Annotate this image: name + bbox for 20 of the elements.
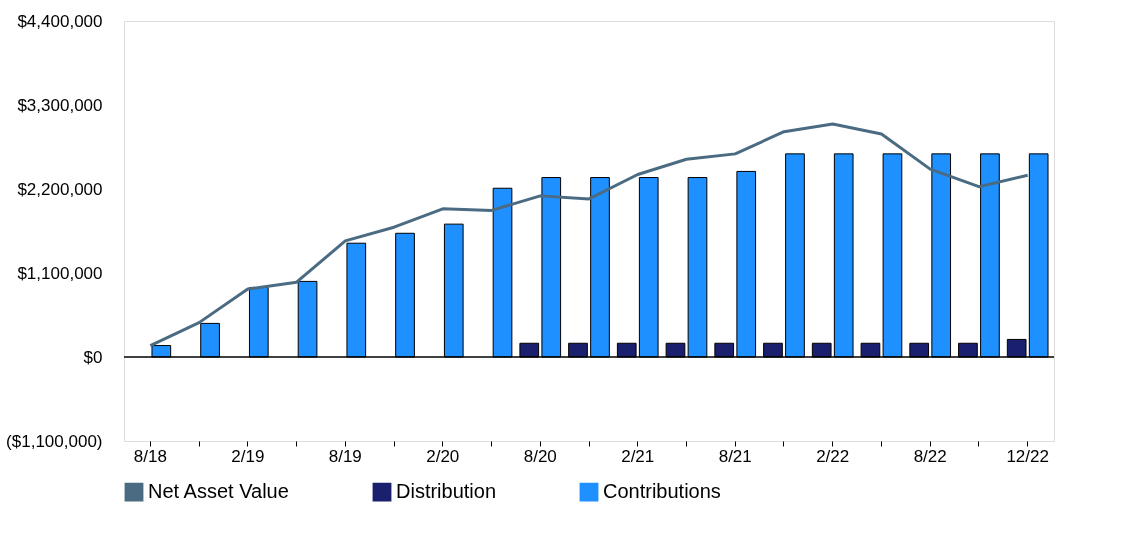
x-tick-label: 12/22 bbox=[1006, 446, 1049, 466]
x-tick-label: 8/18 bbox=[133, 446, 167, 466]
y-tick-label: $0 bbox=[83, 347, 103, 367]
legend-label: Distribution bbox=[396, 480, 497, 503]
y-tick-label: $2,200,000 bbox=[17, 179, 103, 199]
x-tick-label: 8/22 bbox=[913, 446, 947, 466]
x-tick-label: 2/20 bbox=[426, 446, 460, 466]
y-tick-label: ($1,100,000) bbox=[6, 431, 103, 451]
line-series bbox=[148, 122, 1030, 348]
y-tick-label: $4,400,000 bbox=[17, 11, 103, 31]
x-tick-label: 8/21 bbox=[718, 446, 752, 466]
x-tick-label: 8/20 bbox=[523, 446, 557, 466]
y-tick-label: $1,100,000 bbox=[17, 263, 103, 283]
legend-label: Contributions bbox=[603, 480, 721, 503]
x-tick-label: 2/21 bbox=[621, 446, 655, 466]
legend-label: Net Asset Value bbox=[148, 480, 289, 503]
y-tick-label: $3,300,000 bbox=[17, 95, 103, 115]
x-tick-label: 8/19 bbox=[328, 446, 362, 466]
x-tick-label: 2/19 bbox=[231, 446, 265, 466]
x-tick-label: 2/22 bbox=[816, 446, 850, 466]
